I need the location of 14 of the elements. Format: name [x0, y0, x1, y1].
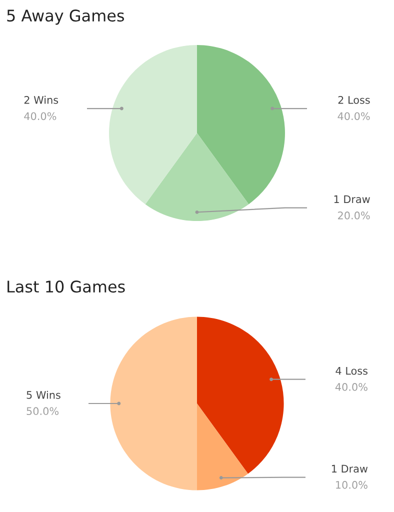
slice-label: 5 Wins — [26, 390, 60, 399]
slice-label: 2 Loss — [338, 96, 370, 104]
data-label: 40.0% — [335, 383, 368, 391]
chart-title: Last 10 Games — [8, 280, 125, 293]
slice-label: 4 Loss — [336, 366, 368, 375]
data-label: 10.0% — [336, 480, 368, 489]
chart-title: 5 Away Games — [7, 10, 124, 25]
data-label: 40.0% — [24, 112, 56, 120]
slice-label: 2 Wins — [24, 96, 58, 104]
data-label: 40.0% — [338, 112, 370, 120]
slice-label: 1 Draw — [332, 464, 368, 473]
data-label: 50.0% — [26, 407, 59, 416]
slice-label: 1 Draw — [334, 195, 370, 204]
data-label: 20.0% — [338, 212, 370, 220]
